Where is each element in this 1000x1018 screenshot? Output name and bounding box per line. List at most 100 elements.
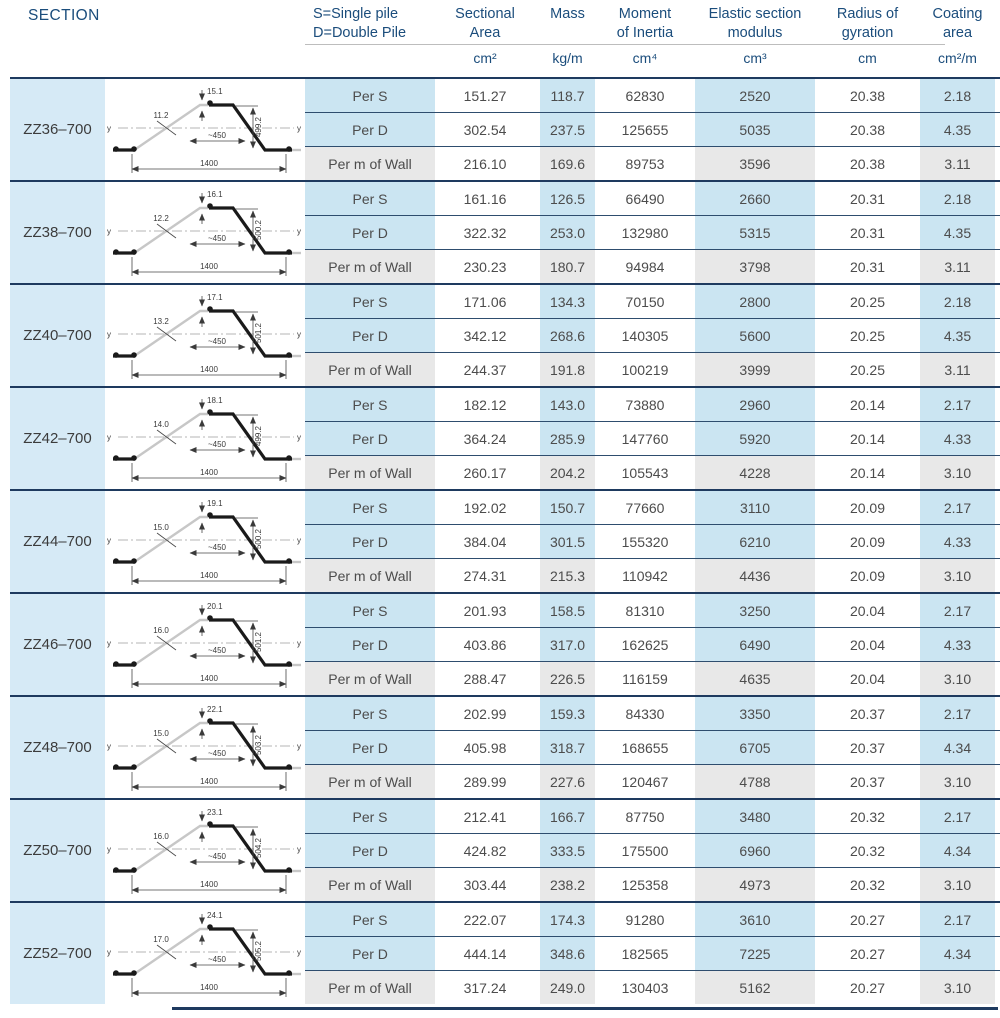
table-row: Per D 384.04 301.5 155320 6210 20.09 4.3… [10,525,1000,559]
section-diagram: y y 22.1 15.0 ~450 503.2 1400 [105,695,305,798]
dim-section-height: 505.2 [254,940,263,961]
cell-coating-area: 2.17 [915,386,1000,422]
cell-mass: 158.5 [535,592,600,628]
cell-elastic-modulus: 3110 [690,489,820,525]
adjacent-pile-outline [134,412,208,459]
interlock [113,351,119,358]
dim-total-width: 1400 [200,365,218,374]
pile-cross-section-drawing: y y 19.1 15.0 ~450 500.2 1400 [107,499,301,585]
cell-elastic-modulus: 5035 [690,113,820,147]
cell-moment-of-inertia: 116159 [622,670,668,687]
dim-web-thickness: 15.0 [153,523,169,532]
dim-flange-thickness: 20.1 [207,602,223,611]
dim-section-height: 500.2 [254,219,263,240]
dim-section-height: 501.2 [254,322,263,343]
cell-elastic-modulus: 7225 [690,937,820,971]
dim-flange-thickness: 18.1 [207,396,223,405]
adjacent-pile-outline [134,103,208,150]
axis-label-right: y [297,742,301,751]
interlock [131,351,137,358]
cell-moment-of-inertia: 105543 [621,464,669,481]
cell-sectional-area: 424.82 [435,834,535,868]
axis-label-left: y [107,330,111,339]
cell-coating-area: 4.34 [915,731,1000,765]
table-row: ZZ42–700 y y 18.1 14.0 ~450 499.2 1400 P… [10,386,1000,489]
axis-label-left: y [107,948,111,957]
dim-flange-thickness: 17.1 [207,293,223,302]
cell-moment-of-inertia: 120467 [621,773,669,790]
cell-sectional-area: 302.54 [435,113,535,147]
cell-elastic-modulus: 3798 [690,250,820,283]
table-row: ZZ46–700 y y 20.1 16.0 ~450 501.2 1400 P… [10,592,1000,695]
cell-coating-area: 3.10 [915,971,1000,1004]
dim-web-thickness: 12.2 [153,214,169,223]
cell-sectional-area: 405.98 [435,731,535,765]
cell-elastic-modulus: 3999 [690,353,820,386]
pile-cross-section-drawing: y y 22.1 15.0 ~450 503.2 1400 [107,705,301,791]
cell-elastic-modulus: 4635 [690,662,820,695]
pile-legend: S=Single pile D=Double Pile [313,5,406,43]
dim-flange-thickness: 22.1 [207,705,223,714]
cell-sectional-area: 201.93 [435,592,535,628]
row-label: Per m of Wall [305,147,435,180]
cell-moment-of-inertia: 73880 [600,386,690,422]
cell-radius-of-gyration: 20.27 [849,979,886,996]
cell-radius-of-gyration: 20.04 [820,628,915,662]
table-row: Per m of Wall 303.44 238.2 125358 4973 2… [10,868,1000,901]
cell-elastic-modulus: 5600 [690,319,820,353]
axis-label-right: y [297,639,301,648]
cell-sectional-area: 274.31 [463,567,507,584]
section-name: ZZ44–700 [10,489,105,592]
cell-radius-of-gyration: 20.04 [820,592,915,628]
cell-coating-area: 3.10 [915,559,1000,592]
table-row: Per D 403.86 317.0 162625 6490 20.04 4.3… [10,628,1000,662]
cell-coating-area: 4.35 [915,113,1000,147]
cell-mass: 191.8 [535,353,600,386]
cell-radius-of-gyration: 20.25 [849,361,886,378]
cell-mass: 166.7 [535,798,600,834]
cell-elastic-modulus: 3596 [690,147,820,180]
dim-total-width: 1400 [200,880,218,889]
cell-sectional-area: 403.86 [435,628,535,662]
row-label: Per D [305,216,435,250]
cell-sectional-area: 364.24 [435,422,535,456]
row-label: Per m of Wall [305,559,435,592]
axis-label-right: y [297,536,301,545]
legend-double-pile: D=Double Pile [313,25,407,41]
dim-flange-width: ~450 [208,337,227,346]
cell-coating-area: 2.17 [915,901,1000,937]
cell-mass: 118.7 [535,77,600,113]
interlock [286,866,292,873]
cell-elastic-modulus: 6960 [690,834,820,868]
section-name: ZZ46–700 [10,592,105,695]
cell-radius-of-gyration: 20.14 [820,422,915,456]
dim-section-height: 500.2 [254,528,263,549]
cell-moment-of-inertia: 100219 [621,361,669,378]
cell-coating-area: 3.11 [915,353,1000,386]
pile-cross-section-drawing: y y 18.1 14.0 ~450 499.2 1400 [107,396,301,482]
cell-moment-of-inertia: 182565 [600,937,690,971]
interlock [131,454,137,461]
interlock [131,557,137,564]
cell-radius-of-gyration: 20.37 [849,773,886,790]
cell-elastic-modulus: 6490 [690,628,820,662]
col-header-radius-of-gyration: Radius of gyration [836,6,899,41]
pile-outline [209,411,292,461]
cell-coating-area: 4.33 [915,422,1000,456]
axis-label-left: y [107,124,111,133]
dim-flange-thickness: 23.1 [207,808,223,817]
interlock [286,145,292,152]
row-label: Per m of Wall [305,353,435,386]
cell-mass: 237.5 [535,113,600,147]
section-diagram: y y 23.1 16.0 ~450 504.2 1400 [105,798,305,901]
cell-mass: 143.0 [535,386,600,422]
dim-section-height: 504.2 [254,837,263,858]
interlock [113,763,119,770]
dim-section-height: 503.2 [254,734,263,755]
cell-elastic-modulus: 3480 [690,798,820,834]
row-label: Per D [305,422,435,456]
cell-elastic-modulus: 5162 [690,971,820,1004]
cell-mass: 134.3 [535,283,600,319]
cell-coating-area: 2.18 [915,77,1000,113]
section-diagram: y y 16.1 12.2 ~450 500.2 1400 [105,180,305,283]
